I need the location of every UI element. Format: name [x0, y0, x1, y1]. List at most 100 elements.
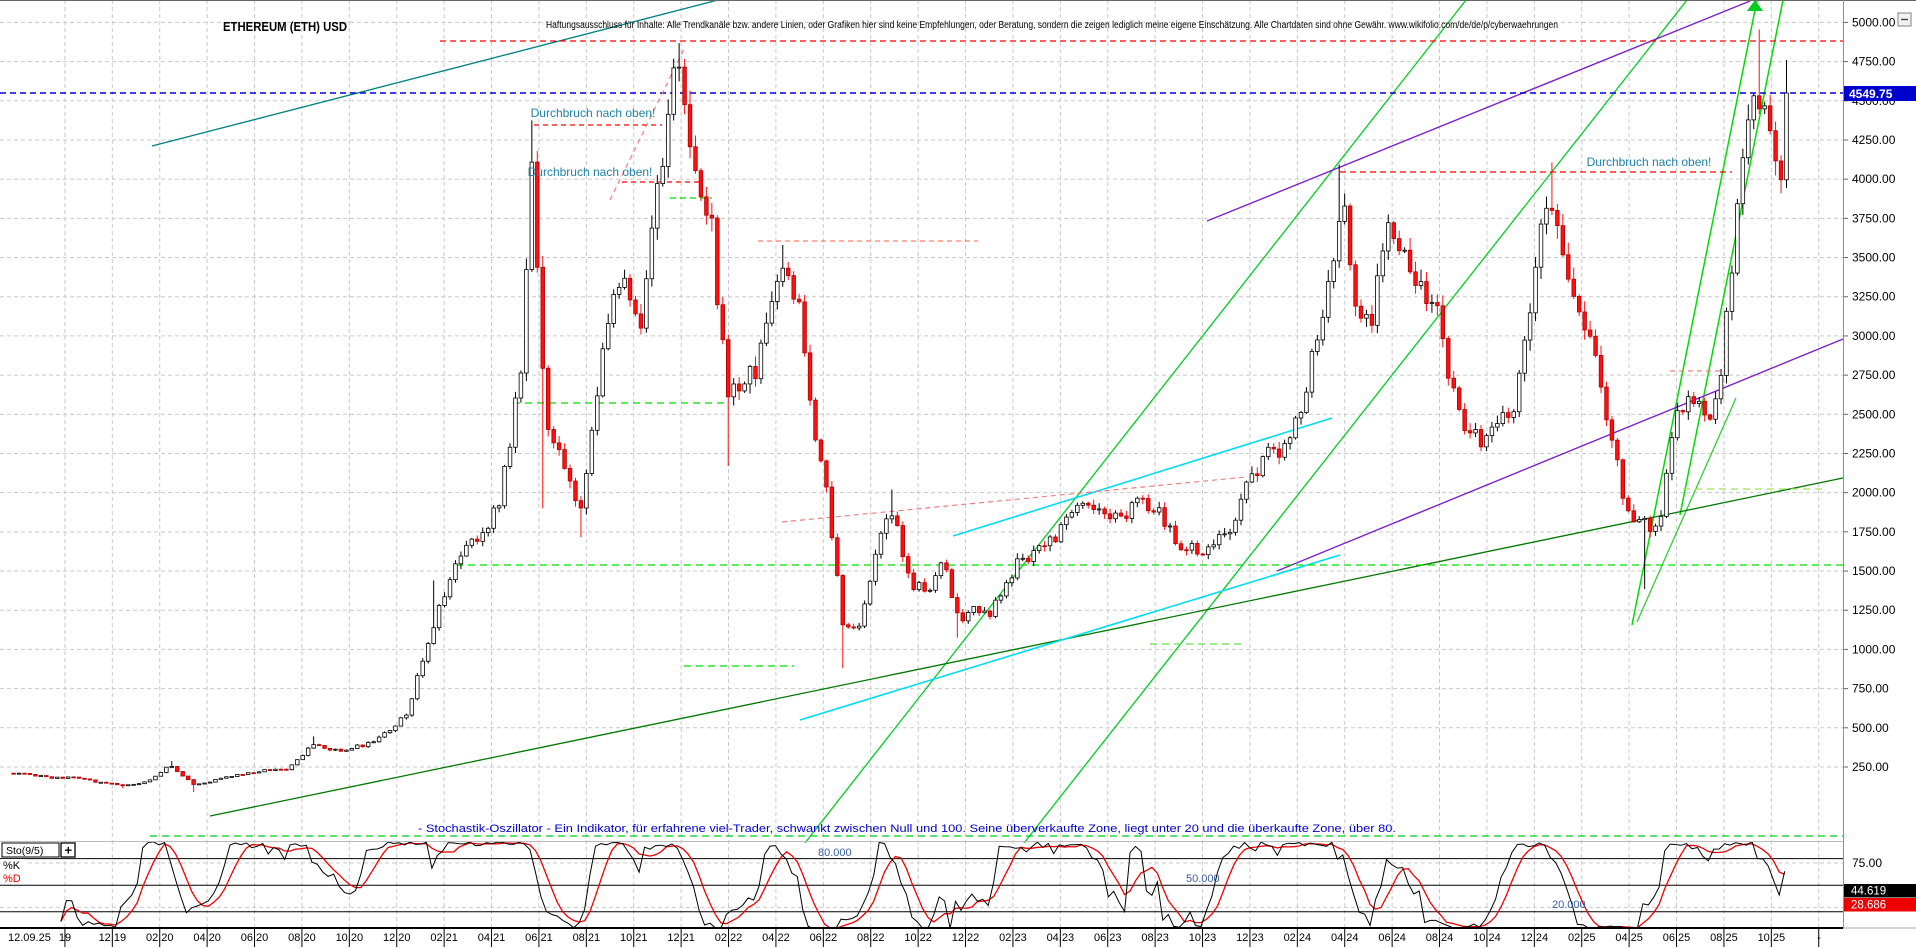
price-axis-label[interactable]: 1750.00 [1852, 525, 1896, 539]
candle-down [638, 313, 644, 329]
date-axis-label[interactable]: 12.21 [667, 932, 695, 944]
date-axis-label[interactable]: 06.23 [1094, 932, 1122, 944]
candle-down [851, 626, 856, 629]
price-axis-label[interactable]: 3500.00 [1852, 251, 1896, 265]
price-axis-label[interactable]: 4750.00 [1852, 55, 1896, 69]
candle-up [1069, 512, 1075, 518]
candle-down [49, 776, 54, 779]
price-axis-label[interactable]: 2000.00 [1852, 486, 1896, 500]
candle-up [365, 741, 371, 748]
price-axis-label[interactable]: 250.00 [1852, 760, 1889, 774]
candle-down [1413, 271, 1418, 286]
candle-down [1086, 502, 1091, 506]
date-axis-label[interactable]: 04.20 [193, 932, 221, 944]
candle-down [960, 612, 965, 622]
date-axis-label[interactable]: 08.23 [1141, 932, 1169, 944]
candle-up [371, 741, 376, 744]
date-axis-label[interactable]: 10.24 [1473, 932, 1501, 944]
date-axis-label[interactable]: 12.19 [99, 932, 127, 944]
candle-down [284, 768, 289, 771]
price-axis-label[interactable]: 3750.00 [1852, 211, 1896, 225]
date-axis-label[interactable]: 12.22 [952, 932, 980, 944]
date-axis-label[interactable]: 10.22 [904, 932, 932, 944]
candle-up [1336, 220, 1342, 262]
date-axis-label[interactable]: 06.25 [1663, 932, 1691, 944]
date-axis-label[interactable]: 06.20 [241, 932, 269, 944]
date-axis-label[interactable]: 04.23 [1047, 932, 1075, 944]
candle-up [622, 277, 627, 288]
candle-up [671, 67, 676, 115]
collapse-button[interactable] [1897, 12, 1912, 27]
candle-down [1620, 459, 1626, 499]
price-axis-label[interactable]: 1000.00 [1852, 642, 1896, 656]
candle-down [546, 367, 551, 430]
date-axis-label[interactable]: 04.25 [1615, 932, 1643, 944]
date-axis-label[interactable]: 06.22 [810, 932, 838, 944]
date-axis-label[interactable]: 02.25 [1568, 932, 1596, 944]
date-axis-label[interactable]: 02.21 [430, 932, 458, 944]
date-axis-label[interactable]: 04.21 [478, 932, 506, 944]
trendline [1206, 0, 1751, 222]
date-axis-label[interactable]: 10.20 [336, 932, 364, 944]
candle-up [382, 732, 387, 738]
plot-area[interactable] [0, 0, 1843, 928]
date-axis-label[interactable]: 04.24 [1331, 932, 1359, 944]
candle-up [1484, 435, 1489, 448]
candle-up [889, 515, 895, 520]
trendline [1023, 0, 1688, 843]
price-axis-label[interactable]: 3250.00 [1852, 290, 1896, 304]
stochastic-settings-button[interactable] [1, 842, 60, 858]
trendline [151, 0, 719, 147]
date-axis-label[interactable]: 02.23 [999, 932, 1027, 944]
candle-up [1047, 536, 1053, 547]
date-axis-label[interactable]: 10.23 [1189, 932, 1217, 944]
candle-up [966, 612, 971, 622]
candle-down [22, 772, 27, 775]
candle-down [191, 779, 196, 785]
price-axis-label[interactable]: 2250.00 [1852, 446, 1896, 460]
date-axis-label[interactable]: 12.23 [1236, 932, 1264, 944]
date-axis-label[interactable]: 12.24 [1521, 932, 1549, 944]
candle-down [1773, 130, 1778, 162]
price-axis-label[interactable]: 3000.00 [1852, 329, 1896, 343]
price-axis-label[interactable]: 2500.00 [1852, 407, 1896, 421]
candle-up [513, 397, 518, 448]
candle-down [895, 515, 900, 526]
date-axis-label[interactable]: 12.20 [383, 932, 411, 944]
candle-down [1276, 448, 1282, 458]
date-axis-label[interactable]: 08.20 [288, 932, 316, 944]
candle-up [98, 781, 104, 784]
date-axis-label[interactable]: 08.22 [857, 932, 885, 944]
price-axis-label[interactable]: 750.00 [1852, 682, 1889, 696]
candle-up [1304, 391, 1309, 413]
candle-up [387, 730, 393, 734]
price-axis-label[interactable]: 2750.00 [1852, 368, 1896, 382]
date-axis-label[interactable]: 02.20 [146, 932, 174, 944]
candle-down [911, 572, 916, 591]
candle-down [1091, 504, 1096, 510]
date-axis-label[interactable]: 10.25 [1758, 932, 1786, 944]
candle-up [1233, 519, 1238, 533]
candle-up [1293, 417, 1298, 439]
date-axis-label[interactable]: 06.21 [525, 932, 553, 944]
candle-down [1566, 254, 1571, 280]
date-axis-label[interactable]: 02.22 [715, 932, 743, 944]
date-axis-label[interactable]: 10.21 [620, 932, 648, 944]
add-indicator-button[interactable] [60, 842, 76, 858]
price-axis-label[interactable]: 5000.00 [1852, 15, 1896, 29]
date-axis-label[interactable]: 08.21 [573, 932, 601, 944]
date-axis-label[interactable]: 08.24 [1426, 932, 1454, 944]
price-axis-label[interactable]: 4000.00 [1852, 172, 1896, 186]
price-axis-label[interactable]: 500.00 [1852, 721, 1889, 735]
price-axis-label[interactable]: 4250.00 [1852, 133, 1896, 147]
date-axis-label[interactable]: 02.24 [1284, 932, 1312, 944]
date-axis-label[interactable]: 04.22 [762, 932, 790, 944]
date-axis-label[interactable]: 08.25 [1710, 932, 1738, 944]
price-axis-label[interactable]: 1250.00 [1852, 603, 1896, 617]
date-axis-label[interactable]: 06.24 [1378, 932, 1406, 944]
candle-up [1238, 498, 1244, 521]
candle-down [824, 460, 829, 488]
price-axis-label[interactable]: 1500.00 [1852, 564, 1896, 578]
breakout-annotation-1: Durchbruch nach oben! [531, 106, 656, 120]
candle-down [1626, 497, 1631, 512]
